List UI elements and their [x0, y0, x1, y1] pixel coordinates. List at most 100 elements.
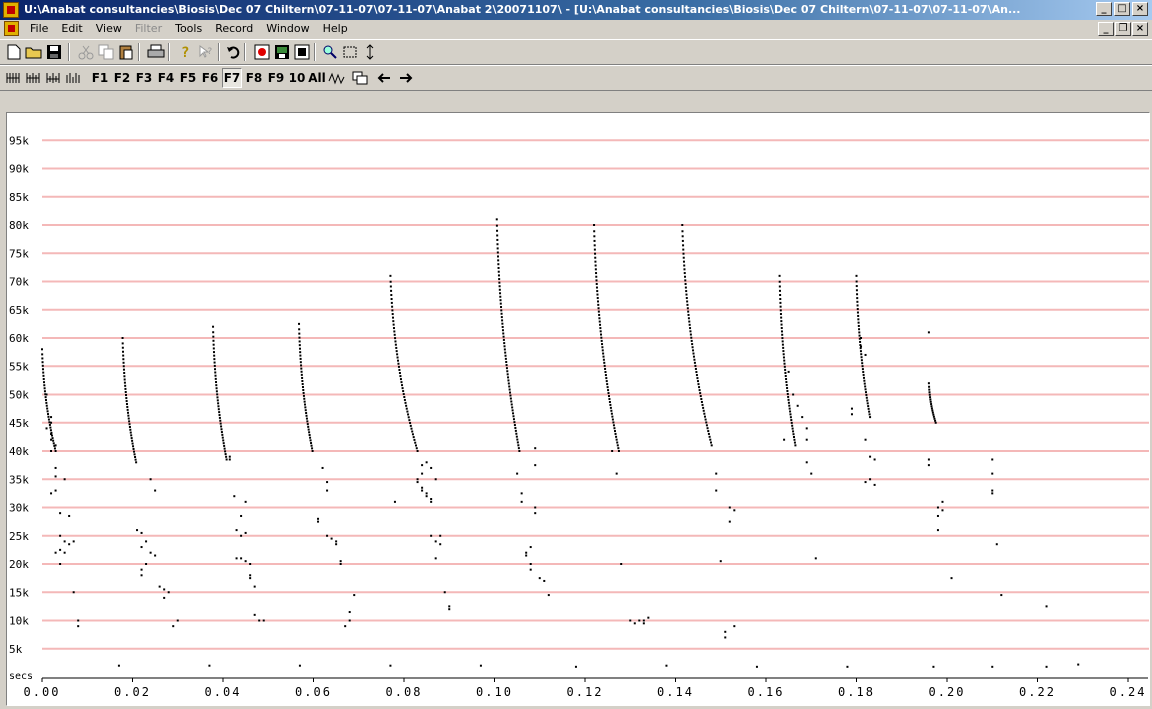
svg-text:?: ?: [181, 45, 189, 60]
mdi-close-button[interactable]: ×: [1132, 22, 1148, 36]
zoom-icon[interactable]: [320, 42, 340, 62]
menu-window[interactable]: Window: [266, 22, 310, 35]
data-point: [308, 431, 311, 434]
data-point: [595, 282, 598, 285]
download-icon[interactable]: [272, 42, 292, 62]
new-file-icon[interactable]: [4, 42, 24, 62]
minimize-button[interactable]: _: [1096, 2, 1112, 16]
data-point: [599, 330, 602, 333]
data-point: [121, 350, 124, 353]
filter-button-f6[interactable]: F6: [200, 68, 220, 88]
data-point: [41, 353, 44, 356]
data-point: [606, 386, 609, 389]
copy-window-icon[interactable]: [350, 68, 370, 88]
chart-svg[interactable]: 5k 10k 15k 20k 25k 30k 35k 40k 45k 50k 55k 60k 65k 70…: [7, 113, 1149, 705]
waveform-view-icon[interactable]: [327, 68, 347, 88]
filter-button-f3[interactable]: F3: [134, 68, 154, 88]
data-point: [302, 391, 305, 394]
cut-icon[interactable]: [76, 42, 96, 62]
menu-record[interactable]: Record: [215, 22, 254, 35]
record-icon[interactable]: [252, 42, 272, 62]
anabat-app-icon[interactable]: [3, 2, 19, 18]
data-point: [44, 396, 47, 399]
close-button[interactable]: ×: [1132, 2, 1148, 16]
toolbar-separator: [314, 43, 316, 61]
menu-file[interactable]: File: [30, 22, 49, 35]
arrow-right-icon[interactable]: [396, 68, 416, 88]
menu-tools[interactable]: Tools: [175, 22, 203, 35]
mdi-minimize-button[interactable]: _: [1098, 22, 1114, 36]
data-point: [778, 280, 781, 283]
data-point: [867, 407, 870, 410]
data-point: [783, 365, 786, 368]
data-point: [405, 404, 408, 407]
data-point: [503, 345, 506, 348]
view-mode-3-icon[interactable]: [44, 68, 64, 88]
data-point: [933, 417, 936, 420]
data-point: [391, 309, 394, 312]
copy-icon[interactable]: [96, 42, 116, 62]
data-point: [864, 388, 867, 391]
title-bar[interactable]: U:\Anabat consultancies\Biosis\Dec 07 Ch…: [0, 0, 1152, 20]
data-point: [787, 401, 790, 404]
undo-icon[interactable]: [224, 42, 244, 62]
data-point: [929, 400, 932, 403]
select-region-icon[interactable]: [340, 42, 360, 62]
menu-help[interactable]: Help: [322, 22, 348, 35]
filter-button-f5[interactable]: F5: [178, 68, 198, 88]
arrow-left-icon[interactable]: [374, 68, 394, 88]
menu-edit[interactable]: Edit: [61, 22, 83, 35]
data-point: [520, 492, 523, 495]
stop-icon[interactable]: [292, 42, 312, 62]
filter-button-10[interactable]: 10: [288, 68, 306, 88]
data-point: [790, 421, 793, 424]
data-point: [598, 317, 601, 320]
data-point: [212, 339, 215, 342]
filter-button-f8[interactable]: F8: [244, 68, 264, 88]
data-point: [402, 393, 405, 396]
data-point: [596, 297, 599, 300]
paste-icon[interactable]: [116, 42, 136, 62]
menu-view[interactable]: View: [95, 22, 122, 35]
document-icon[interactable]: [4, 21, 19, 36]
filter-button-f4[interactable]: F4: [156, 68, 176, 88]
data-point: [684, 275, 687, 278]
vertical-scale-icon[interactable]: [360, 42, 380, 62]
filter-button-f7[interactable]: F7: [222, 68, 242, 88]
context-help-icon[interactable]: ?: [196, 42, 216, 62]
data-point: [780, 330, 783, 333]
data-point: [301, 380, 304, 383]
data-point: [681, 224, 684, 226]
filter-button-all[interactable]: All: [308, 68, 326, 88]
view-mode-4-icon[interactable]: [64, 68, 84, 88]
data-point: [392, 323, 395, 326]
x-tick-label: 0.10: [476, 685, 513, 699]
data-point: [512, 415, 515, 418]
data-point: [611, 450, 614, 452]
mdi-restore-button[interactable]: ❐: [1115, 22, 1131, 36]
frequency-time-plot[interactable]: 5k 10k 15k 20k 25k 30k 35k 40k 45k 50k 55k 60k 65k 70…: [6, 112, 1150, 706]
data-point: [392, 320, 395, 323]
data-point: [228, 455, 231, 458]
data-point: [791, 424, 794, 427]
filter-button-f2[interactable]: F2: [112, 68, 132, 88]
print-icon[interactable]: [146, 42, 166, 62]
filter-button-f9[interactable]: F9: [266, 68, 286, 88]
help-icon[interactable]: ?: [176, 42, 196, 62]
menu-filter[interactable]: Filter: [134, 22, 163, 35]
maximize-button[interactable]: □: [1114, 2, 1130, 16]
view-mode-1-icon[interactable]: [4, 68, 24, 88]
data-point: [123, 381, 126, 384]
data-point: [792, 433, 795, 436]
open-folder-icon[interactable]: [24, 42, 44, 62]
data-point: [54, 489, 57, 492]
data-point: [863, 379, 866, 382]
data-point: [927, 458, 930, 461]
standard-toolbar: ? ?: [0, 39, 1152, 65]
data-point: [593, 244, 596, 247]
data-point: [124, 384, 127, 387]
data-point: [122, 354, 125, 357]
save-disk-icon[interactable]: [44, 42, 64, 62]
filter-button-f1[interactable]: F1: [90, 68, 110, 88]
view-mode-2-icon[interactable]: [24, 68, 44, 88]
